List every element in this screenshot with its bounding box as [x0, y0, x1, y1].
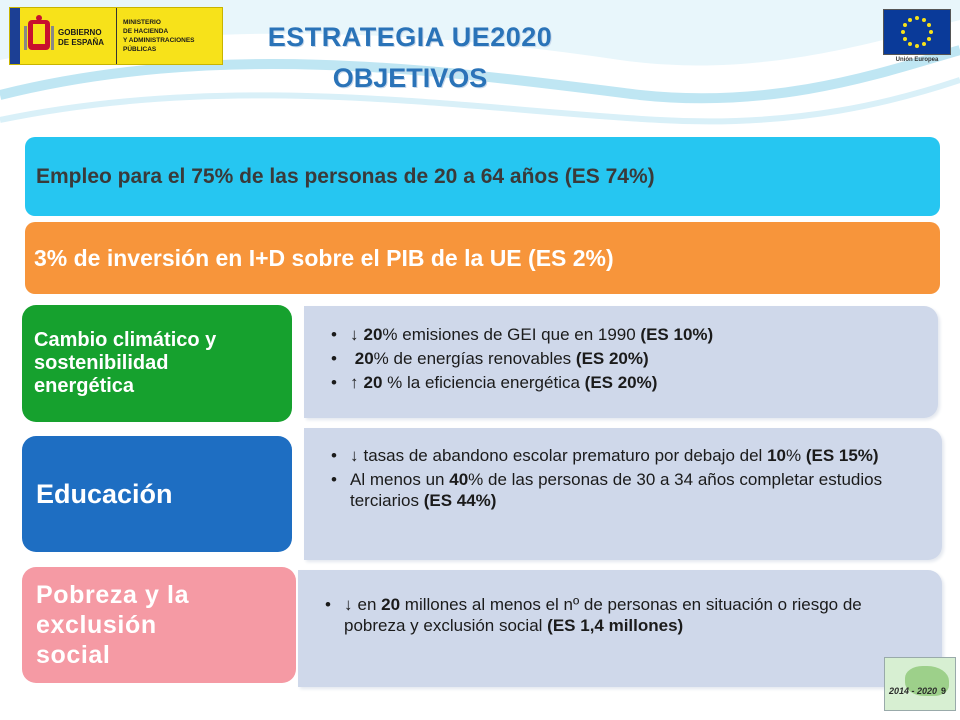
rd-target-bar: 3% de inversión en I+D sobre el PIB de l…: [25, 222, 940, 294]
flag-stripe: [10, 8, 20, 64]
arrow-up-icon: ↑: [350, 373, 359, 392]
list-item: 20% de energías renovables (ES 20%): [330, 348, 713, 369]
ministry-text: MINISTERIO DE HACIENDA Y ADMINISTRACIONE…: [116, 8, 222, 64]
slide-subtitle: OBJETIVOS: [332, 63, 488, 93]
education-list: ↓tasas de abandono escolar prematuro por…: [330, 445, 920, 514]
programme-label: 2014 - 2020: [889, 686, 938, 696]
list-item: Al menos un 40% de las personas de 30 a …: [330, 469, 920, 511]
rd-target-text: 3% de inversión en I+D sobre el PIB de l…: [34, 244, 614, 271]
programme-logo: 2014 - 2020: [884, 657, 956, 711]
coat-of-arms-icon: [20, 8, 58, 64]
poverty-label: Pobreza y la exclusión social: [22, 567, 296, 683]
list-item: ↑20 % la eficiencia energética (ES 20%): [330, 372, 713, 393]
page-number: 9: [941, 686, 947, 696]
climate-panel: ↓20% emisiones de GEI que en 1990 (ES 10…: [304, 306, 938, 418]
eu-flag-icon: [883, 9, 951, 55]
header-swoosh: [0, 0, 960, 125]
employment-target-text: Empleo para el 75% de las personas de 20…: [36, 164, 655, 188]
poverty-list: ↓en 20 millones al menos el nº de person…: [324, 594, 914, 639]
climate-list: ↓20% emisiones de GEI que en 1990 (ES 10…: [330, 324, 713, 396]
arrow-down-icon: ↓: [344, 595, 353, 614]
list-item: ↓20% emisiones de GEI que en 1990 (ES 10…: [330, 324, 713, 345]
gobierno-logo: GOBIERNO DE ESPAÑA MINISTERIO DE HACIEND…: [9, 7, 223, 65]
eu-caption: Unión Europea: [895, 57, 939, 63]
arrow-down-icon: ↓: [350, 325, 359, 344]
education-panel: ↓tasas de abandono escolar prematuro por…: [304, 428, 942, 560]
slide-title: ESTRATEGIA UE2020: [267, 22, 553, 52]
list-item: ↓tasas de abandono escolar prematuro por…: [330, 445, 920, 466]
map-icon: [905, 666, 949, 696]
list-item: ↓en 20 millones al menos el nº de person…: [324, 594, 914, 636]
employment-target-bar: Empleo para el 75% de las personas de 20…: [25, 137, 940, 216]
arrow-down-icon: ↓: [350, 446, 359, 465]
education-label: Educación: [22, 436, 292, 552]
gobierno-text: GOBIERNO DE ESPAÑA: [58, 28, 105, 47]
climate-label: Cambio climático y sostenibilidad energé…: [22, 305, 292, 422]
poverty-panel: ↓en 20 millones al menos el nº de person…: [298, 570, 942, 687]
